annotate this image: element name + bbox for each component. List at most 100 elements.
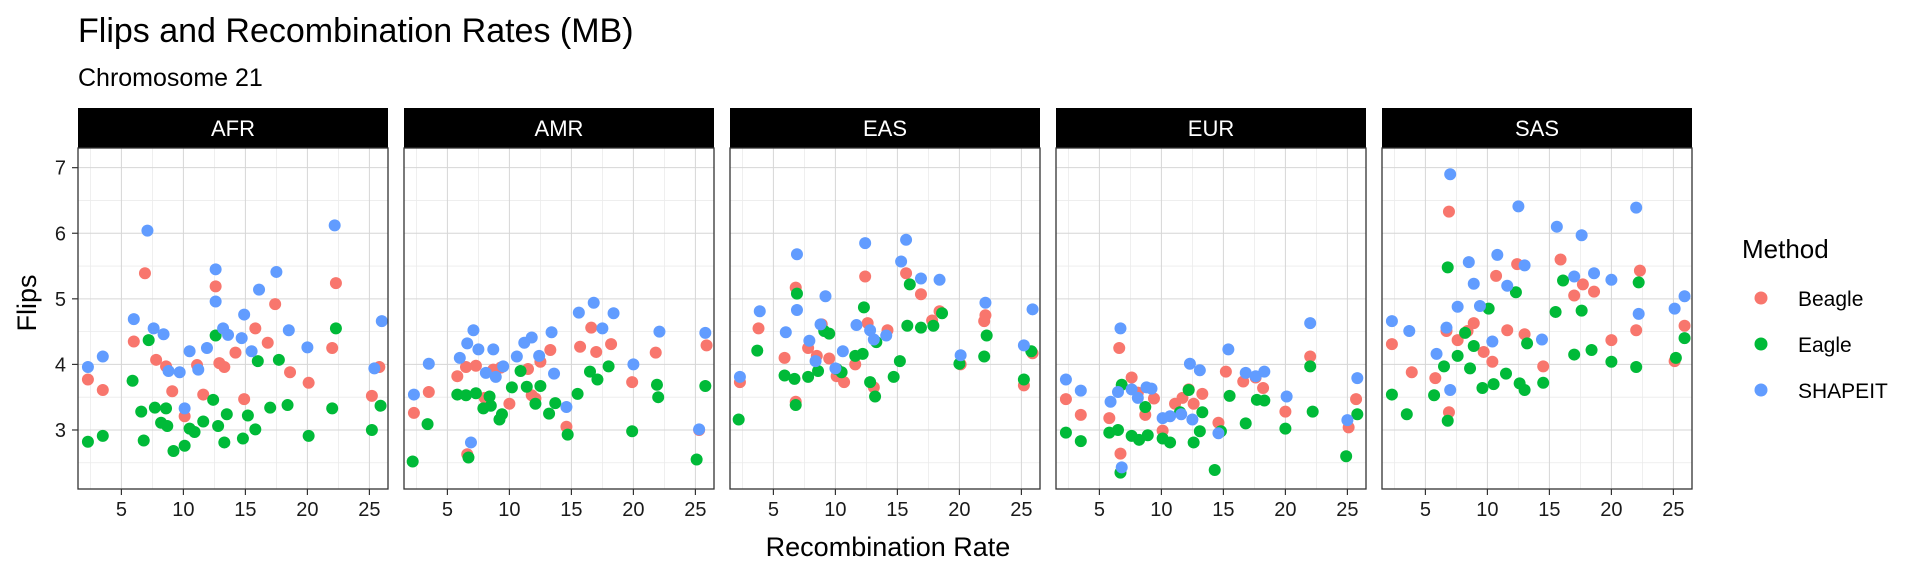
- point-eagle: [1575, 304, 1588, 317]
- point-beagle: [1059, 393, 1072, 406]
- point-eagle: [887, 370, 900, 383]
- point-shapeit: [489, 370, 502, 383]
- panel-background: [730, 148, 1040, 489]
- x-tick-label: 15: [1212, 499, 1234, 521]
- point-shapeit: [1444, 383, 1457, 396]
- point-beagle: [365, 389, 378, 402]
- point-eagle: [699, 380, 712, 393]
- legend-label-eagle: Eagle: [1798, 334, 1852, 357]
- facet-strip-label: AMR: [535, 116, 584, 141]
- point-beagle: [261, 336, 274, 349]
- point-shapeit: [790, 248, 803, 261]
- point-eagle: [126, 374, 139, 387]
- legend: Method Beagle Eagle SHAPEIT: [1742, 234, 1888, 403]
- point-eagle: [520, 380, 533, 393]
- facet-panel-eur: EUR 5 10 15 20 25: [1055, 108, 1367, 521]
- point-beagle: [1187, 397, 1200, 410]
- point-shapeit: [954, 349, 967, 362]
- point-shapeit: [1112, 385, 1124, 398]
- point-shapeit: [162, 364, 175, 377]
- point-eagle: [483, 390, 496, 403]
- x-tick-label: 20: [296, 499, 318, 521]
- point-shapeit: [81, 361, 94, 374]
- point-eagle: [272, 353, 285, 366]
- point-shapeit: [587, 296, 600, 309]
- point-shapeit: [1017, 339, 1030, 352]
- point-shapeit: [880, 329, 893, 342]
- point-shapeit: [1186, 413, 1199, 426]
- legend-key-shapeit: [1754, 383, 1768, 397]
- point-eagle: [236, 432, 249, 445]
- point-beagle: [1125, 371, 1138, 384]
- point-beagle: [1103, 412, 1116, 425]
- point-shapeit: [1280, 390, 1293, 403]
- point-beagle: [1074, 408, 1087, 421]
- point-eagle: [1351, 408, 1364, 421]
- point-shapeit: [1131, 391, 1144, 404]
- point-eagle: [602, 360, 615, 373]
- point-shapeit: [1104, 395, 1117, 408]
- point-eagle: [1258, 394, 1271, 407]
- facet-panel-amr: AMR 5 10 15 20 25: [403, 108, 715, 521]
- point-beagle: [1633, 264, 1646, 277]
- point-shapeit: [1183, 357, 1196, 370]
- point-shapeit: [464, 436, 477, 449]
- point-beagle: [329, 277, 342, 290]
- point-shapeit: [1440, 321, 1453, 334]
- point-shapeit: [235, 332, 248, 345]
- point-beagle: [138, 267, 151, 280]
- point-beagle: [1477, 345, 1490, 358]
- point-beagle: [823, 352, 836, 365]
- point-eagle: [1464, 362, 1477, 375]
- x-tick-label: 20: [948, 499, 970, 521]
- point-eagle: [652, 391, 665, 404]
- point-eagle: [374, 399, 387, 412]
- point-eagle: [1187, 436, 1200, 449]
- point-shapeit: [422, 357, 435, 370]
- point-shapeit: [1568, 270, 1581, 283]
- facet-strip-label: SAS: [1515, 116, 1559, 141]
- point-shapeit: [461, 337, 474, 350]
- point-beagle: [460, 361, 472, 374]
- point-eagle: [549, 397, 562, 410]
- point-eagle: [167, 444, 180, 457]
- point-eagle: [484, 399, 497, 412]
- point-shapeit: [814, 318, 827, 331]
- point-eagle: [1487, 378, 1500, 391]
- point-beagle: [81, 373, 94, 386]
- x-tick-label: 5: [1094, 499, 1105, 521]
- legend-title: Method: [1742, 234, 1829, 264]
- point-beagle: [197, 388, 210, 401]
- point-shapeit: [1491, 248, 1504, 261]
- point-eagle: [1549, 305, 1562, 318]
- point-shapeit: [867, 333, 880, 346]
- point-eagle: [249, 423, 262, 436]
- y-tick-label: 3: [55, 420, 66, 442]
- point-shapeit: [790, 303, 803, 316]
- panel-border: [1381, 147, 1693, 490]
- point-shapeit: [829, 362, 842, 375]
- point-eagle: [543, 407, 556, 420]
- point-eagle: [893, 355, 906, 368]
- point-shapeit: [836, 345, 849, 358]
- point-eagle: [514, 364, 527, 377]
- point-beagle: [1518, 328, 1531, 341]
- legend-label-beagle: Beagle: [1798, 288, 1863, 311]
- point-shapeit: [1212, 427, 1225, 440]
- point-eagle: [901, 319, 914, 332]
- point-shapeit: [1193, 364, 1206, 377]
- point-shapeit: [859, 237, 872, 250]
- point-beagle: [859, 270, 872, 283]
- point-beagle: [649, 346, 662, 359]
- point-eagle: [1385, 388, 1398, 401]
- point-beagle: [1486, 355, 1499, 368]
- panel-border: [729, 147, 1041, 490]
- y-tick-label: 5: [55, 289, 66, 311]
- point-beagle: [1554, 253, 1567, 266]
- x-tick-label: 15: [234, 499, 256, 521]
- point-shapeit: [328, 219, 341, 232]
- point-beagle: [605, 338, 618, 351]
- point-beagle: [1576, 278, 1589, 291]
- facet-panel-afr: AFR 5 10 15 20 25: [77, 108, 389, 521]
- y-tick-label: 6: [55, 223, 66, 245]
